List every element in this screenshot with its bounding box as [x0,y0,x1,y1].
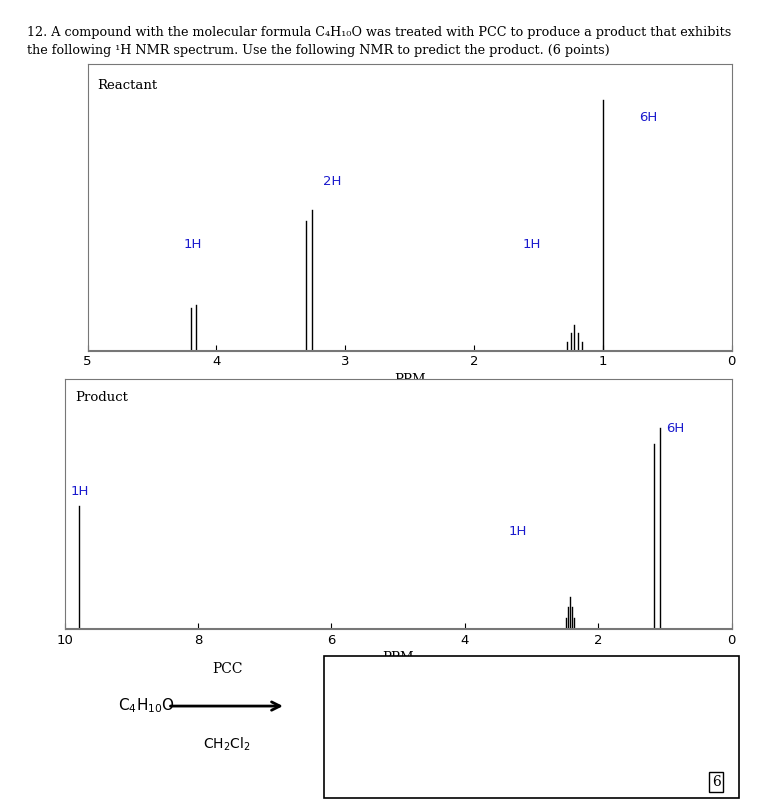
Bar [324,656,739,798]
Text: the following ¹H NMR spectrum. Use the following NMR to predict the product. (6 : the following ¹H NMR spectrum. Use the f… [27,44,610,57]
Text: 1H: 1H [184,239,203,251]
Text: 6: 6 [712,775,721,789]
Text: Product: Product [75,391,128,405]
X-axis label: PPM: PPM [383,650,414,663]
Text: 6H: 6H [639,110,657,123]
Text: 1H: 1H [70,485,88,498]
Text: 1H: 1H [523,239,541,251]
Text: $\mathregular{CH_2Cl_2}$: $\mathregular{CH_2Cl_2}$ [203,736,251,754]
X-axis label: PPM: PPM [394,372,425,385]
Text: 12. A compound with the molecular formula C₄H₁₀O was treated with PCC to produce: 12. A compound with the molecular formul… [27,26,731,39]
Text: 1H: 1H [509,525,527,538]
Text: 2H: 2H [323,175,341,188]
Text: Reactant: Reactant [98,79,158,92]
Text: $\mathregular{C_4H_{10}O}$: $\mathregular{C_4H_{10}O}$ [118,696,175,716]
Text: 6H: 6H [666,422,684,435]
Text: PCC: PCC [212,662,242,676]
